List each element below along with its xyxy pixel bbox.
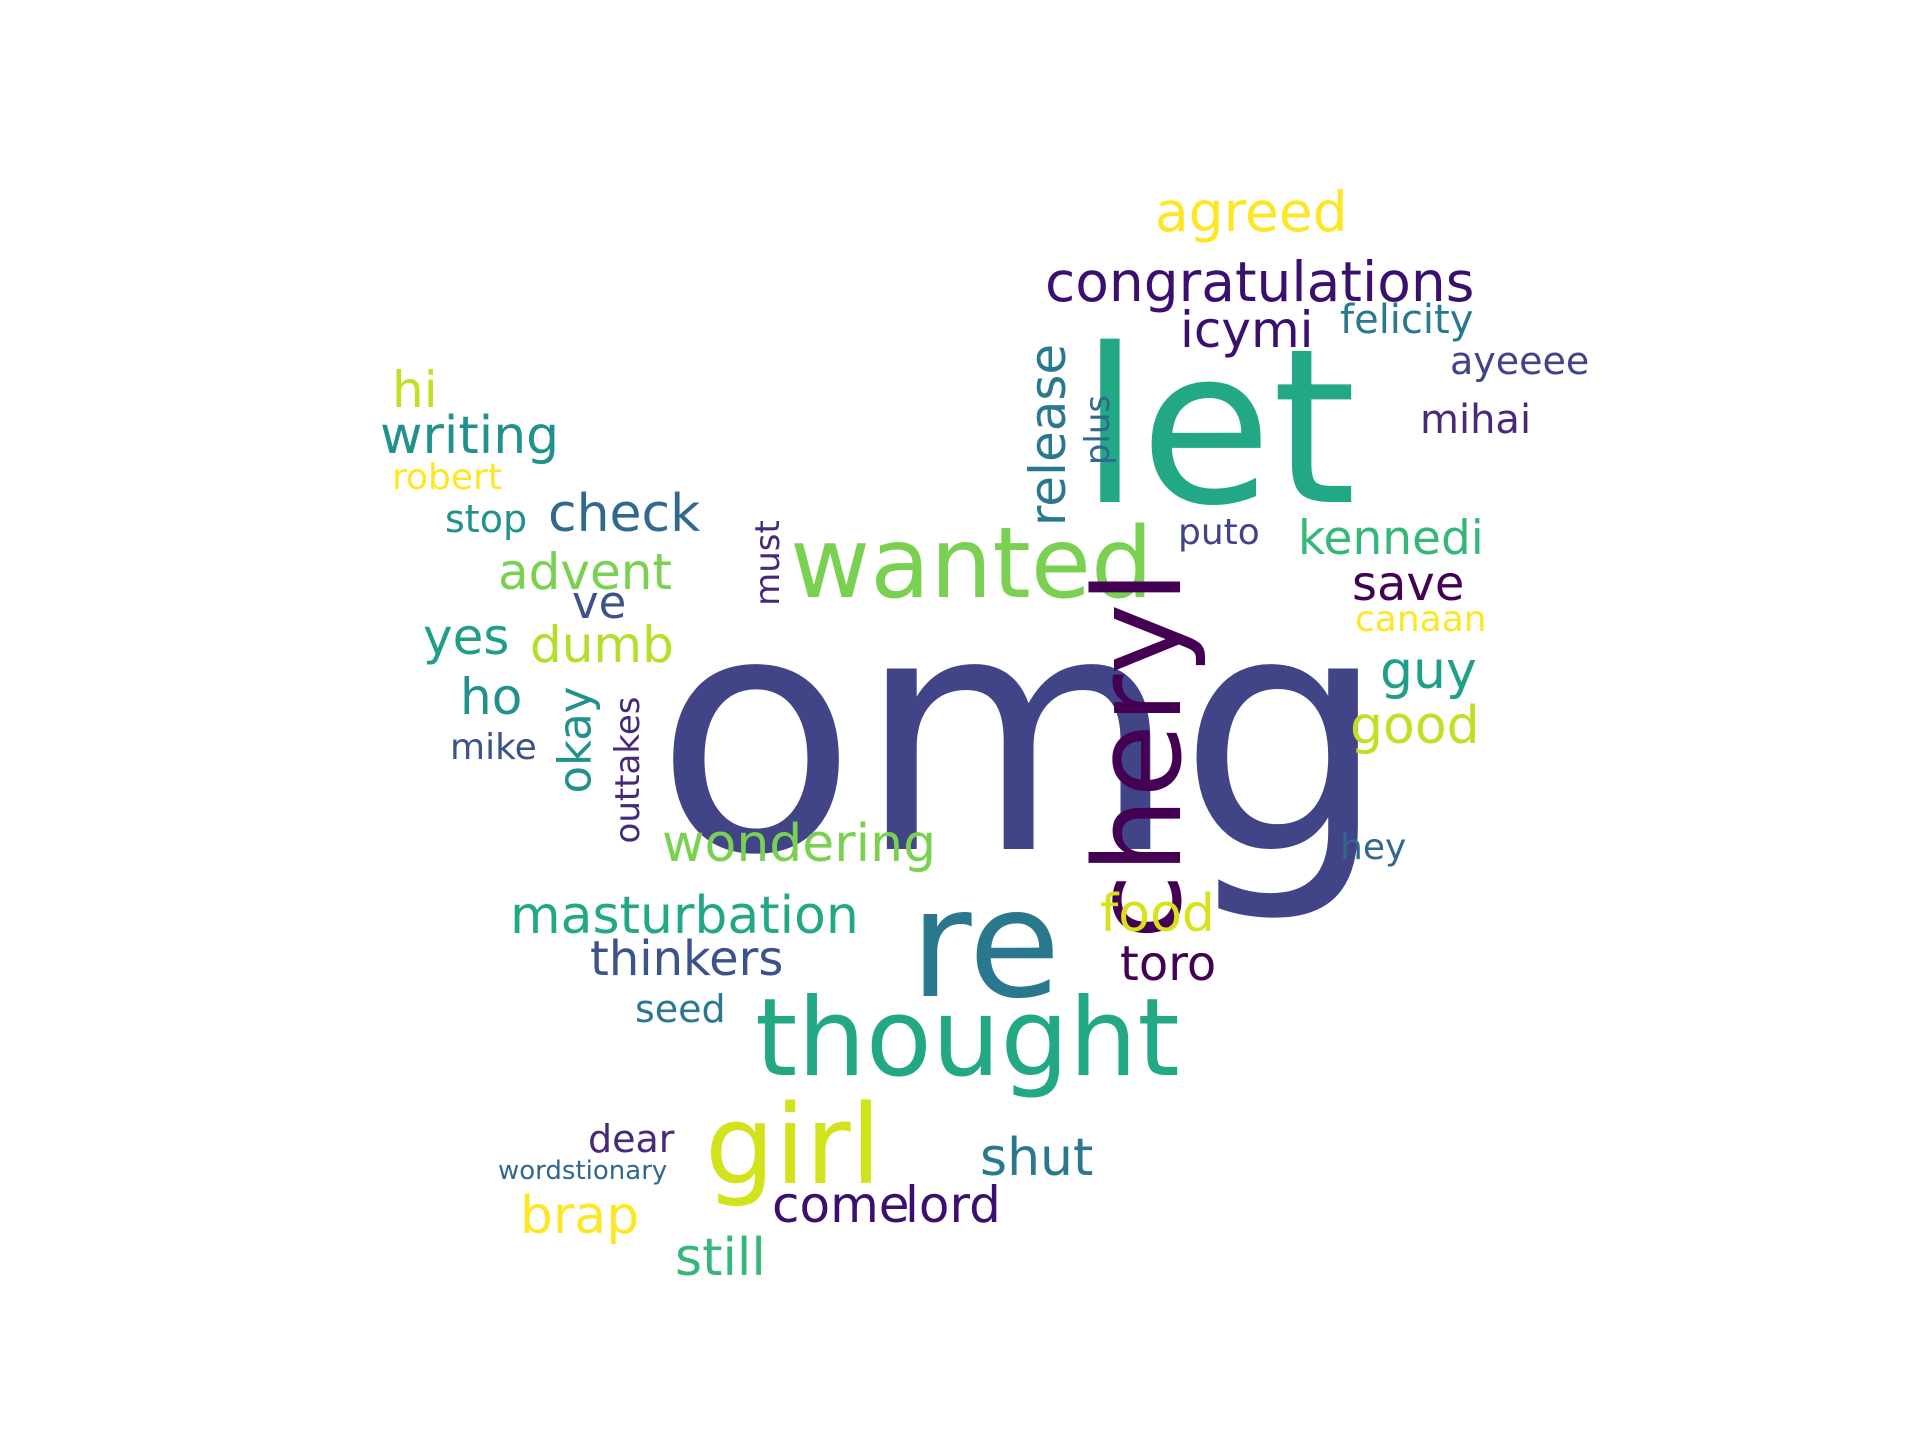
word-food: food [1100,884,1215,944]
word-come: come [772,1176,910,1234]
word-wordstionary: wordstionary [498,1156,668,1186]
word-ho: ho [460,668,523,726]
word-stop: stop [445,497,528,541]
word-thought: thought [755,976,1180,1101]
word-yes: yes [423,608,510,666]
word-toro: toro [1120,936,1217,992]
word-wondering: wondering [662,814,937,874]
word-hi: hi [392,361,438,419]
word-wanted: wanted [790,507,1154,621]
word-puto: puto [1178,512,1260,553]
word-re: re [910,858,1061,1032]
word-shut: shut [980,1128,1094,1188]
word-hey: hey [1340,827,1407,868]
word-writing: writing [380,406,560,466]
word-felicity: felicity [1340,297,1474,343]
word-girl: girl [705,1081,882,1209]
word-icymi: icymi [1180,301,1314,359]
word-kennedi: kennedi [1298,511,1484,566]
word-robert: robert [392,457,502,498]
word-seed: seed [635,987,726,1031]
word-release: release [1019,343,1077,527]
word-let: let [1080,302,1357,553]
word-plus: plus [1078,394,1118,466]
word-brap: brap [520,1186,640,1246]
word-good: good [1350,696,1480,756]
word-omg: omg [655,543,1388,927]
word-save: save [1352,556,1465,612]
word-must: must [748,520,788,606]
word-masturbation: masturbation [510,886,859,946]
word-still: still [675,1228,766,1288]
word-congratulations: congratulations [1045,250,1475,314]
word-lord: lord [905,1176,1001,1234]
word-guy: guy [1380,641,1477,701]
word-advent: advent [498,543,673,601]
word-canaan: canaan [1355,599,1487,640]
word-dear: dear [588,1117,675,1161]
word-agreed: agreed [1155,180,1348,244]
word-mihai: mihai [1420,397,1532,443]
word-mike: mike [450,727,537,768]
word-dumb: dumb [530,616,674,674]
word-okay: okay [548,686,602,794]
word-thinkers: thinkers [590,931,784,987]
word-ve: ve [572,576,627,629]
word-check: check [548,484,701,544]
word-outtakes: outtakes [608,696,648,844]
word-ayeeee: ayeeee [1450,339,1590,383]
